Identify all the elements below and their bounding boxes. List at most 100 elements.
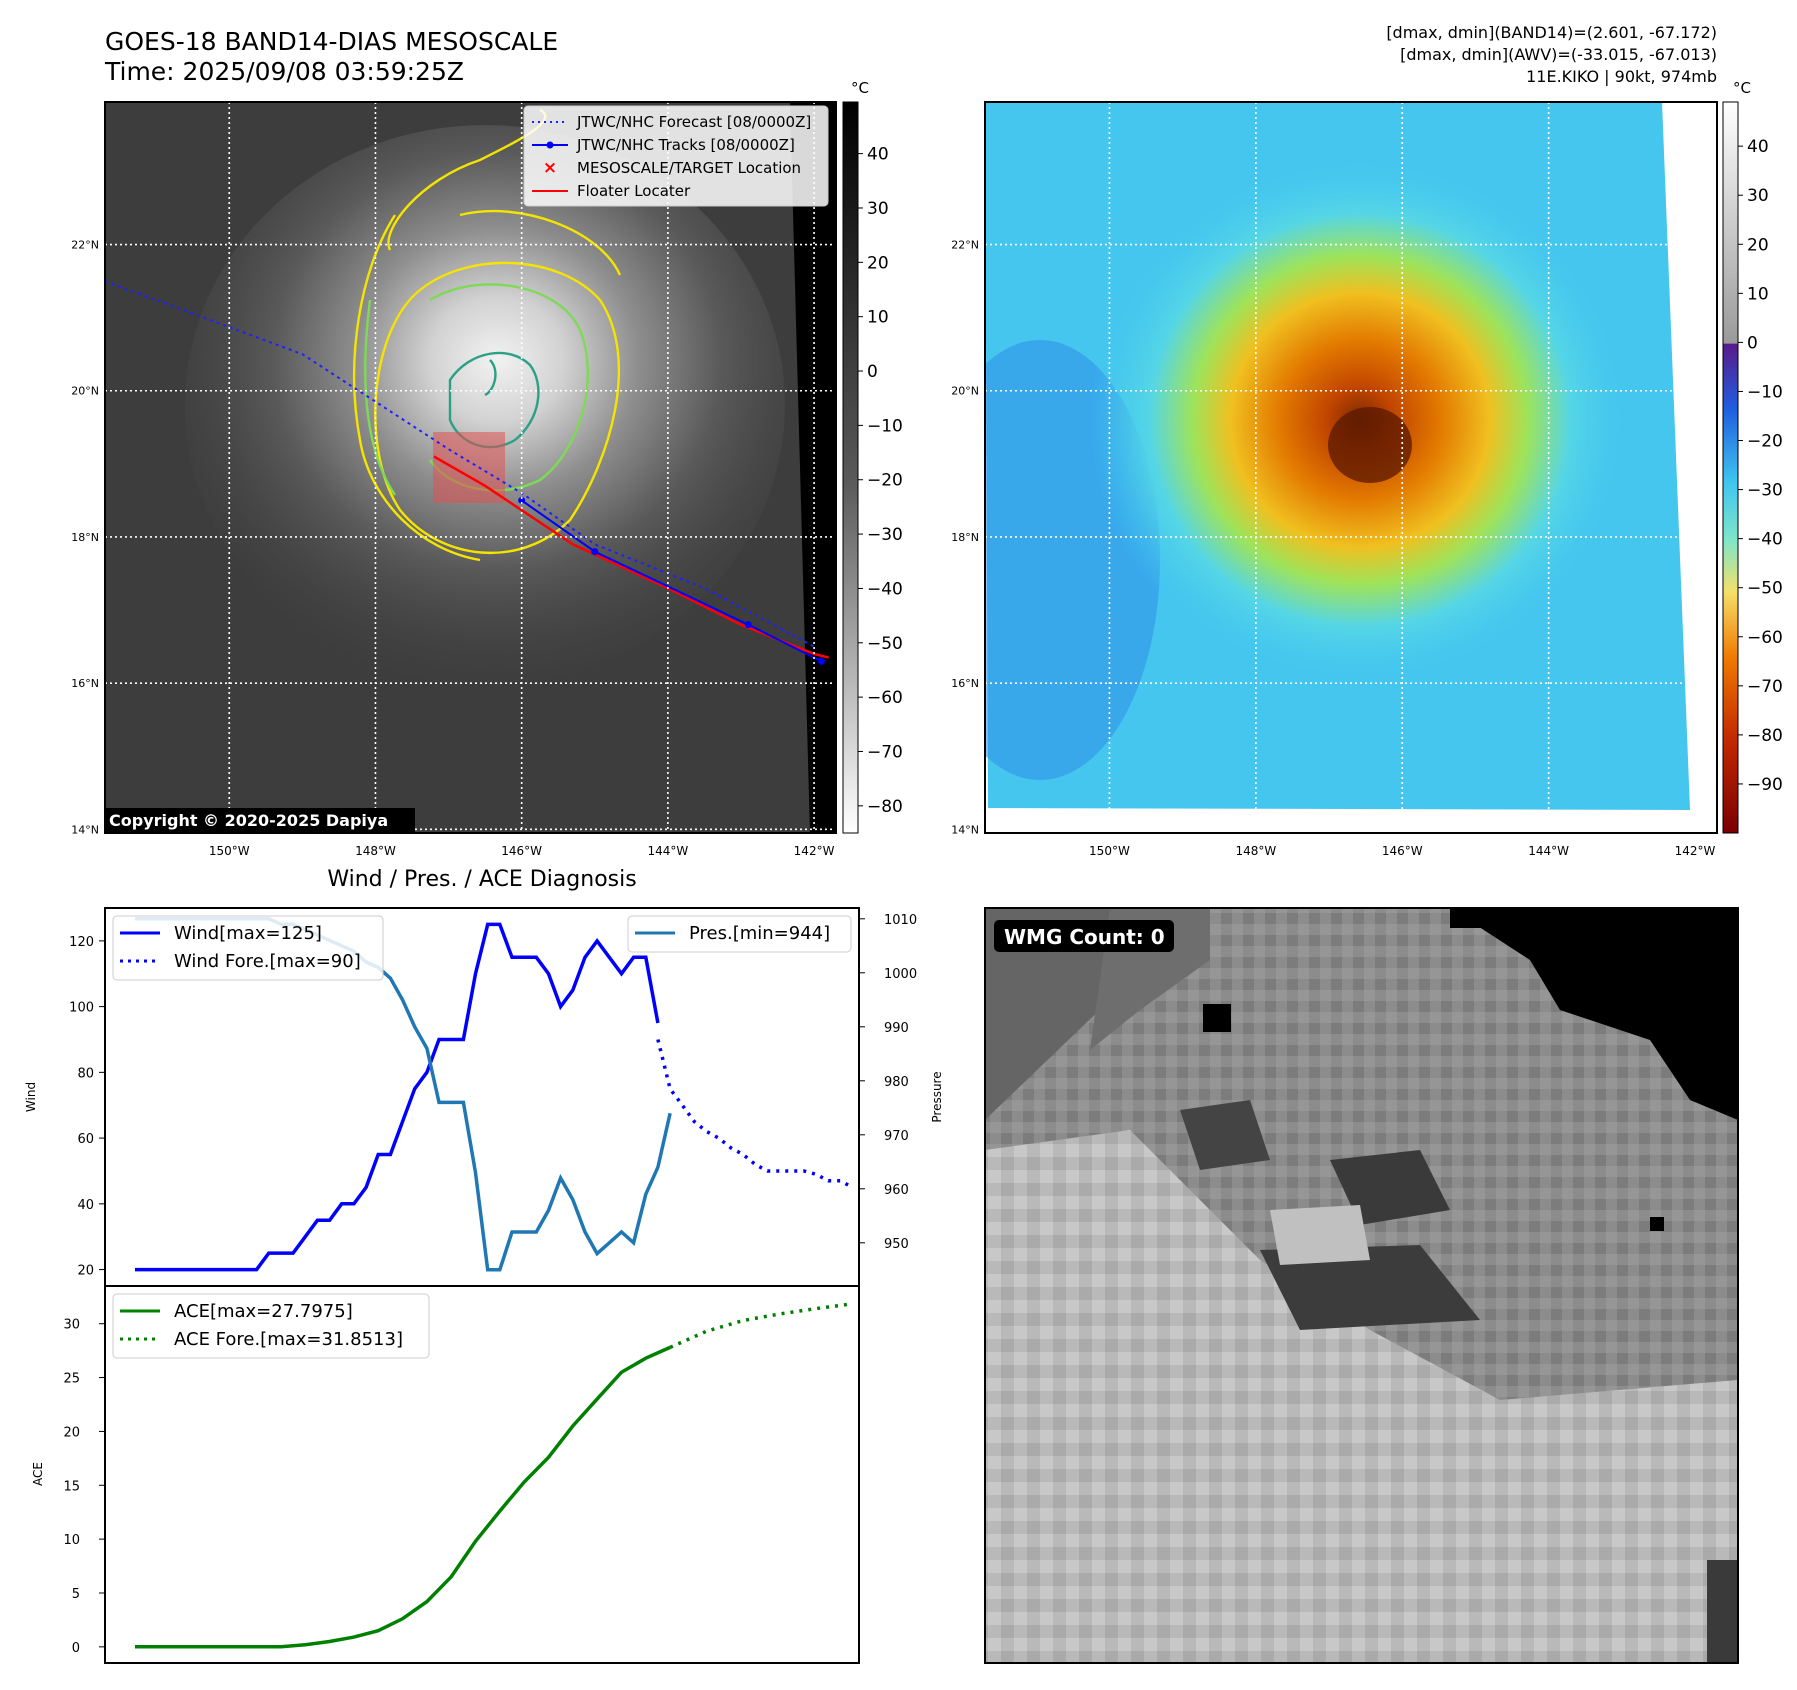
ir-colorbar-tick-label: −50: [867, 634, 903, 654]
ir-cloud-shield: [185, 125, 785, 685]
wv-lon-label: 142°W: [1675, 844, 1716, 858]
legend-forecast-label: JTWC/NHC Forecast [08/0000Z]: [576, 113, 811, 131]
ace-legend-label: ACE[max=27.7975]: [174, 1301, 353, 1322]
ir-map-panel: Copyright © 2020-2025 Dapiya JTWC/NHC Fo…: [71, 79, 903, 858]
ir-lat-label: 20°N: [71, 385, 99, 398]
wv-axis-labels: 22°N 20°N 18°N 16°N 14°N 150°W 148°W 146°W 144°W…: [951, 239, 1715, 858]
awv-range: [dmax, dmin](AWV)=(-33.015, -67.013): [1400, 45, 1717, 64]
wind-legend-label: Wind[max=125]: [174, 923, 322, 944]
ace-y-ticks: 0 5 10 15 20 25 30: [63, 1318, 105, 1656]
wmg-edge-strip: [1707, 1560, 1738, 1663]
pressure-y-tick-label: 960: [884, 1183, 909, 1198]
figure-title: GOES-18 BAND14-DIAS MESOSCALE: [105, 27, 558, 56]
band14-range: [dmax, dmin](BAND14)=(2.601, -67.172): [1386, 23, 1717, 42]
wmg-cool-region-west: [985, 908, 1110, 1120]
wv-colorbar-tick-label: 0: [1747, 333, 1758, 353]
wind-y-tick-label: 80: [77, 1066, 94, 1081]
wind-y-tick-label: 60: [77, 1132, 94, 1147]
ace-y-tick-label: 30: [63, 1318, 80, 1333]
legend-target-marker: ×: [543, 158, 557, 178]
ir-lon-label: 144°W: [647, 844, 688, 858]
ir-lon-label: 148°W: [355, 844, 396, 858]
ace-legend-box: [112, 1293, 430, 1359]
ir-lat-label: 14°N: [71, 823, 99, 836]
wmg-count-label: WMG Count: 0: [1004, 925, 1165, 949]
observed-track-line: [521, 499, 822, 663]
wv-colorbar-tick-label: 40: [1747, 137, 1769, 157]
wv-colorbar-tick-label: −70: [1747, 677, 1783, 697]
pressure-legend-label: Pres.[min=944]: [689, 923, 830, 944]
wv-colorbar-tick-label: −50: [1747, 579, 1783, 599]
wv-lat-label: 16°N: [951, 677, 979, 690]
ir-no-data-strip: [790, 102, 836, 833]
wv-colorbar-tick-label: −30: [1747, 481, 1783, 501]
ir-colorbar-unit: °C: [851, 79, 869, 97]
ir-lat-label: 16°N: [71, 677, 99, 690]
ir-colorbar-tick-label: −10: [867, 416, 903, 436]
wv-map-panel: 22°N 20°N 18°N 16°N 14°N 150°W 148°W 146°W 144°W…: [951, 79, 1783, 858]
wind-y-ticks: 20 40 60 80 100 120: [69, 935, 105, 1279]
ace-forecast-legend-label: ACE Fore.[max=31.8513]: [174, 1329, 403, 1350]
wind-pressure-chart: 20 40 60 80 100 120 950 960 970 980 990 1000 1010 W…: [24, 907, 944, 1287]
diagnosis-title: Wind / Pres. / ACE Diagnosis: [327, 867, 636, 892]
wv-lat-label: 22°N: [951, 239, 979, 252]
pressure-y-tick-label: 950: [884, 1237, 909, 1252]
wmg-frame: [984, 907, 1739, 1664]
ir-map-frame: [104, 101, 837, 834]
ir-lat-label: 22°N: [71, 239, 99, 252]
copyright-text: Copyright © 2020-2025 Dapiya: [109, 811, 388, 830]
wv-colorbar-tick-label: −10: [1747, 382, 1783, 402]
ir-colorbar-tick-label: −40: [867, 579, 903, 599]
ace-y-tick-label: 5: [72, 1587, 80, 1602]
wmg-cold-band: [1260, 1245, 1480, 1330]
wv-lon-label: 150°W: [1089, 844, 1130, 858]
observed-track-point: [817, 657, 825, 665]
ir-colorbar-tick-label: 40: [867, 145, 889, 165]
wv-colorbar-ticks: 40 30 20 10 0 −10 −20 −30 −40 −50 −60 −70 −80 −90: [1738, 137, 1783, 795]
wv-colorbar-tick-label: −90: [1747, 775, 1783, 795]
wmg-warm-pocket: [1270, 1205, 1370, 1265]
legend-target-label: MESOSCALE/TARGET Location: [577, 159, 801, 177]
wmg-black-cap: [1450, 908, 1530, 928]
wv-colorbar-tick-label: 30: [1747, 186, 1769, 206]
legend-tracks-marker: [546, 141, 554, 149]
wv-colorbar-tick-label: 10: [1747, 284, 1769, 304]
wv-lon-label: 148°W: [1235, 844, 1276, 858]
pressure-y-tick-label: 990: [884, 1021, 909, 1036]
wmg-black-pixel: [1203, 1004, 1231, 1032]
legend-floater-label: Floater Locater: [577, 182, 691, 200]
pressure-y-ticks: 950 960 970 980 990 1000 1010: [859, 913, 917, 1252]
wv-colorbar-unit: °C: [1733, 79, 1751, 97]
wmg-warm-region: [985, 1130, 1738, 1663]
wv-lat-label: 14°N: [951, 823, 979, 836]
wind-y-tick-label: 20: [77, 1264, 94, 1279]
wind-forecast-legend-label: Wind Fore.[max=90]: [174, 951, 361, 972]
pressure-y-tick-label: 1010: [884, 913, 917, 928]
wmg-label-box: [994, 920, 1174, 952]
ace-chart-series-0: [135, 1345, 671, 1649]
pressure-y-tick-label: 1000: [884, 967, 917, 982]
wv-lat-label: 20°N: [951, 385, 979, 398]
ir-colorbar-tick-label: −30: [867, 525, 903, 545]
wind-y-tick-label: 40: [77, 1198, 94, 1213]
wv-colorbar-tick-label: −80: [1747, 726, 1783, 746]
observed-track-points: [518, 496, 825, 665]
ace-y-tick-label: 15: [63, 1479, 80, 1494]
wv-map-frame: [984, 101, 1718, 834]
ir-colorbar-ticks: 40 30 20 10 0 −10 −20 −30 −40 −50 −60 −70 −80: [858, 145, 903, 817]
pressure-legend-box: [627, 915, 852, 953]
ir-gridlines: [105, 102, 836, 833]
ace-y-tick-label: 10: [63, 1533, 80, 1548]
copyright-box: [105, 808, 415, 833]
wmg-panel: WMG Count: 0: [984, 907, 1739, 1664]
ir-colorbar-tick-label: −60: [867, 688, 903, 708]
ir-colorbar-tick-label: 20: [867, 253, 889, 273]
wv-gridlines: [985, 102, 1717, 833]
ir-lon-label: 150°W: [209, 844, 250, 858]
wind-axis-label: Wind: [24, 1082, 38, 1112]
wv-colorbar-tick-label: −40: [1747, 530, 1783, 550]
wmg-cold-patch: [1180, 1100, 1270, 1170]
observed-track-point: [591, 548, 599, 556]
wv-eye-core: [1328, 407, 1412, 483]
